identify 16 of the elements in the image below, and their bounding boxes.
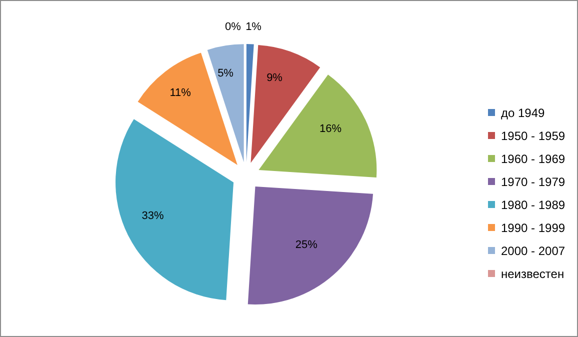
data-label: 5% — [218, 67, 234, 80]
legend-label: 2000 - 2007 — [501, 244, 566, 258]
legend-label: 1980 - 1989 — [501, 198, 566, 212]
legend-label: 1960 - 1969 — [501, 152, 566, 166]
legend-label: 1950 - 1959 — [501, 128, 566, 142]
data-label: 16% — [320, 122, 342, 135]
text: 0% — [225, 21, 241, 33]
legend-label: неизвестен — [501, 266, 564, 280]
data-label: 9% — [266, 72, 283, 84]
data-label: 33% — [142, 210, 164, 222]
data-label: 11% — [170, 86, 192, 99]
data-label: 1% — [246, 21, 262, 34]
legend-label: 1990 - 1999 — [501, 220, 566, 234]
legend-label: 1970 - 1979 — [501, 174, 566, 188]
legend-label: до 1949 — [501, 106, 545, 120]
data-label: 25% — [295, 239, 318, 252]
